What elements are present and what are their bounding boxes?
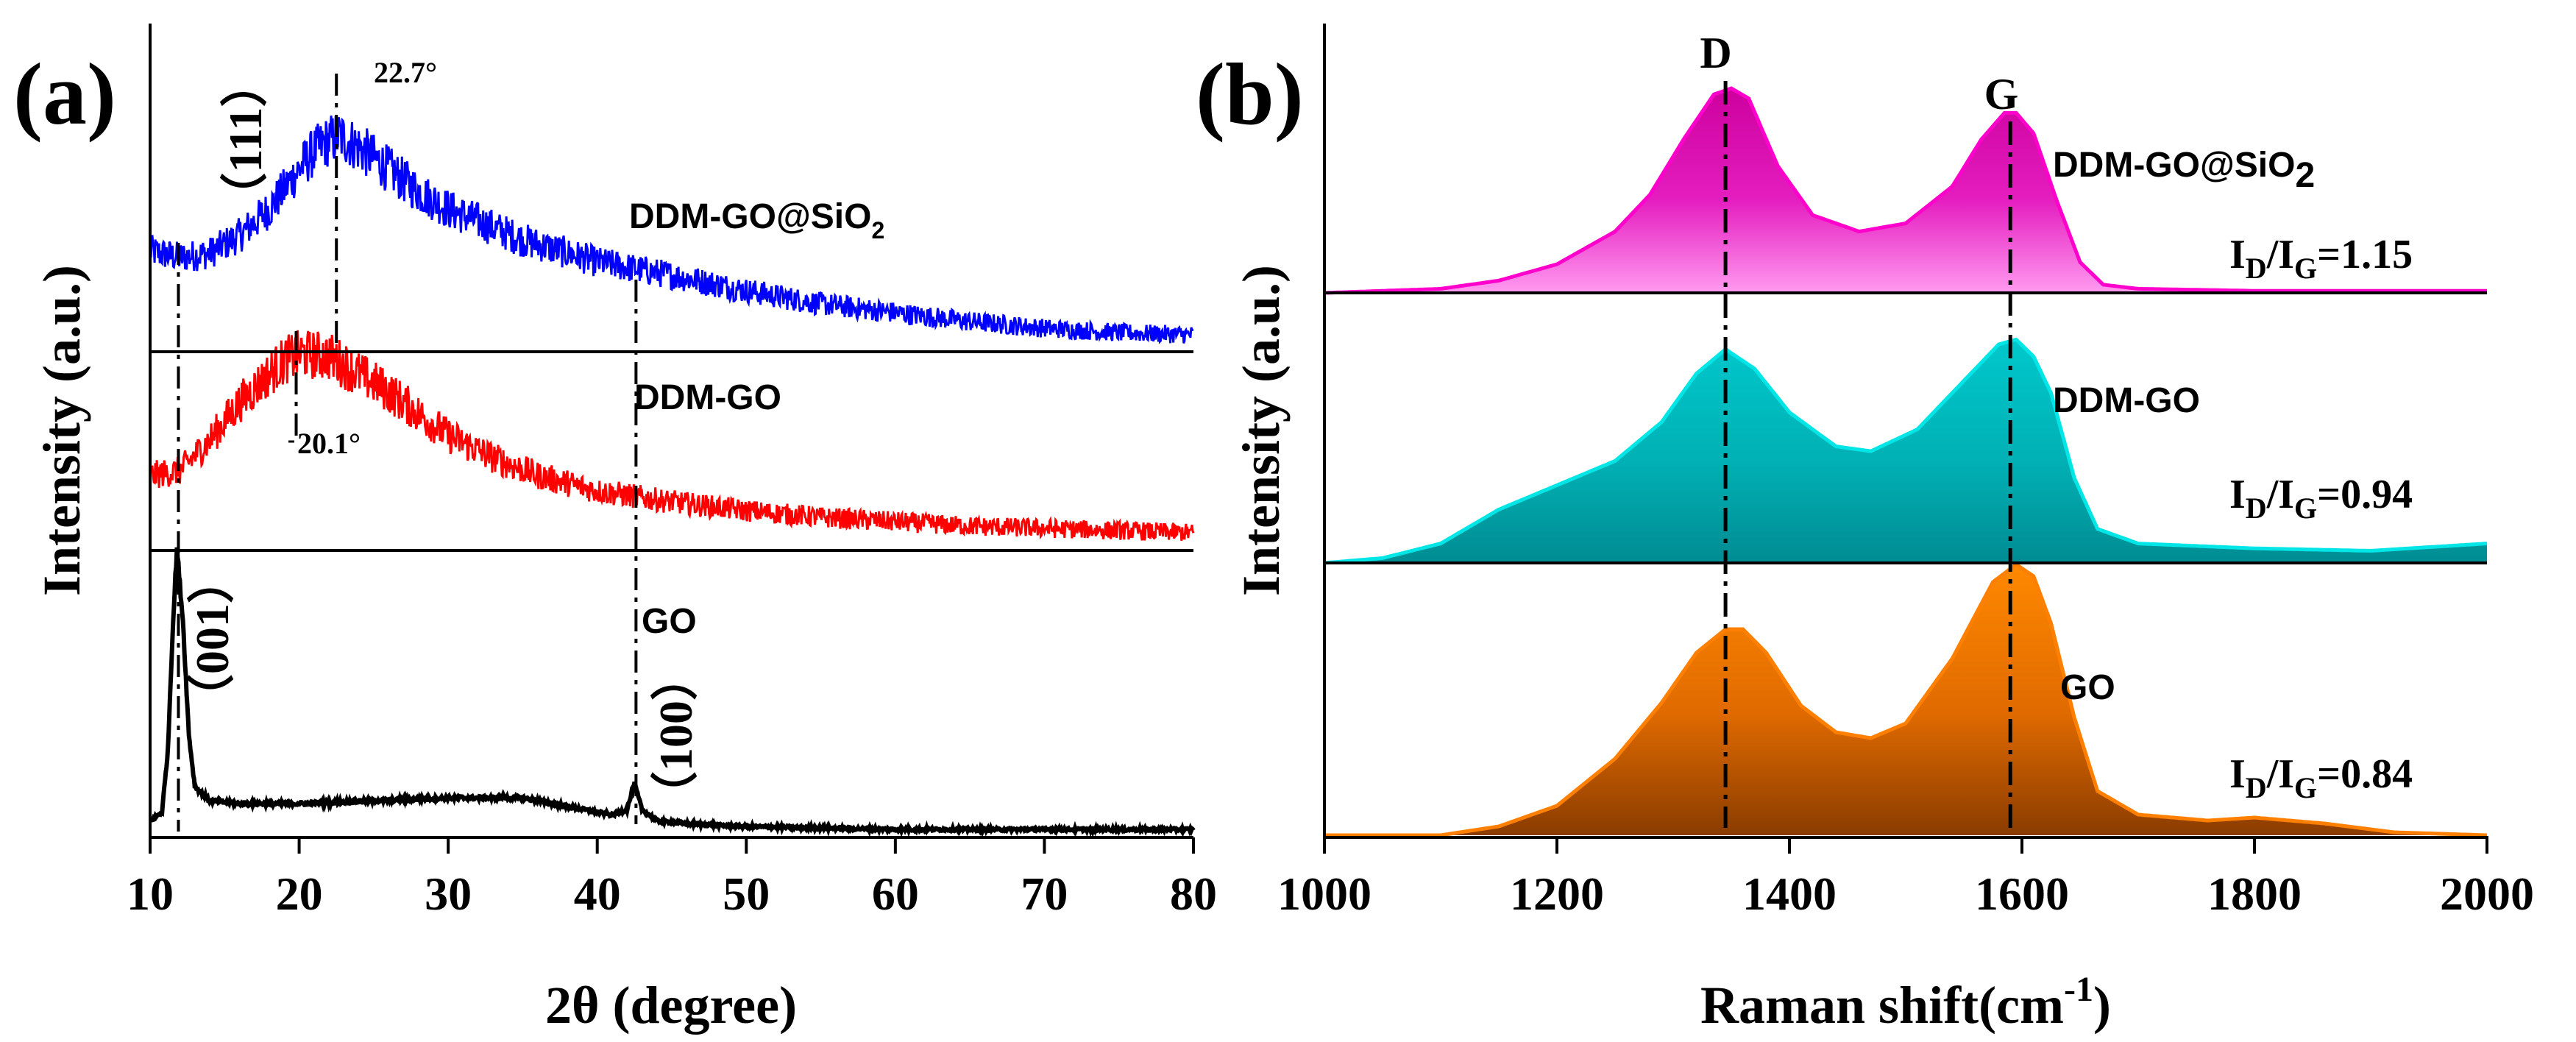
xrd-label-ddm-go: DDM-GO: [634, 378, 781, 417]
raman-line-go: [1324, 561, 2488, 837]
xrd-series: [148, 116, 1196, 838]
raman-label-go: GO: [2060, 668, 2115, 707]
xrd-label-go: GO: [642, 602, 697, 641]
raman-area-ddm-go: [1324, 339, 2487, 563]
raman-x-axis-title: Raman shift(cm-1): [1700, 970, 2111, 1035]
raman-x-tick-label: 1200: [1510, 868, 1604, 920]
xrd-reference-lines: [177, 74, 638, 832]
raman-x-tick-label: 1600: [1975, 868, 2069, 920]
xrd-x-tick-label: 80: [1170, 868, 1217, 920]
raman-label-ddm-go: DDM-GO: [2053, 381, 2200, 420]
plane-label-111: （111）: [219, 60, 272, 220]
ratio-label-ddm-go-sio2: ID/IG=1.15: [2229, 232, 2413, 285]
xrd-x-axis-title: 2θ (degree): [545, 976, 797, 1035]
raman-x-ticks: 1000 1200 1400 1600 1800 2000: [1277, 837, 2534, 920]
xrd-y-axis-title: Intensity (a.u.): [32, 265, 91, 596]
ratio-label-ddm-go: ID/IG=0.94: [2229, 472, 2413, 525]
peak-label-22-7: 22.7°: [374, 56, 437, 89]
panel-b: (b) 1000 1200 1400 1600 1800 2000 Intensity (…: [1196, 24, 2534, 1035]
raman-area-go: [1324, 564, 2487, 835]
plane-label-001: （001）: [186, 556, 238, 721]
xrd-x-tick-label: 60: [872, 868, 919, 920]
plane-label-100: （100）: [650, 653, 702, 818]
band-label-g: G: [1984, 70, 2019, 118]
xrd-line-ddm-go: [149, 330, 1195, 541]
raman-line-ddm-go: [1324, 337, 2488, 565]
xrd-x-tick-label: 50: [723, 868, 770, 920]
xrd-x-ticks: 10 20 30 40 50 60 70 80: [127, 837, 1217, 920]
xrd-line-go: [148, 547, 1196, 838]
xrd-line-ddm-go-sio: [149, 116, 1194, 344]
raman-area-ddm-go-sio: [1324, 88, 2487, 293]
ratio-label-go: ID/IG=0.84: [2229, 751, 2413, 804]
band-label-d: D: [1700, 29, 1731, 77]
xrd-label-ddm-go-sio2: DDM-GO@SiO2: [629, 197, 884, 244]
raman-x-tick-label: 1400: [1742, 868, 1837, 920]
raman-label-ddm-go-sio2: DDM-GO@SiO2: [2053, 146, 2315, 195]
raman-y-axis-title: Intensity (a.u.): [1232, 265, 1291, 596]
raman-band-lines: [1723, 81, 2012, 828]
xrd-x-tick-label: 70: [1021, 868, 1068, 920]
raman-series: [1324, 86, 2488, 837]
xrd-x-tick-label: 10: [127, 868, 174, 920]
xrd-x-tick-label: 40: [574, 868, 621, 920]
panel-a: (a) 10 20 30 40 50 60 70 80 Intensity (a.u.) 2θ…: [13, 24, 1217, 1035]
raman-x-tick-label: 1000: [1277, 868, 1372, 920]
xrd-x-tick-label: 20: [276, 868, 323, 920]
panel-b-label: (b): [1196, 45, 1304, 143]
raman-x-tick-label: 2000: [2440, 868, 2534, 920]
raman-line-ddm-go-sio: [1324, 86, 2487, 295]
raman-x-tick-label: 1800: [2207, 868, 2302, 920]
peak-label-20-1: 20.1°: [297, 427, 361, 460]
xrd-x-tick-label: 30: [425, 868, 472, 920]
panel-a-label: (a): [13, 45, 116, 143]
